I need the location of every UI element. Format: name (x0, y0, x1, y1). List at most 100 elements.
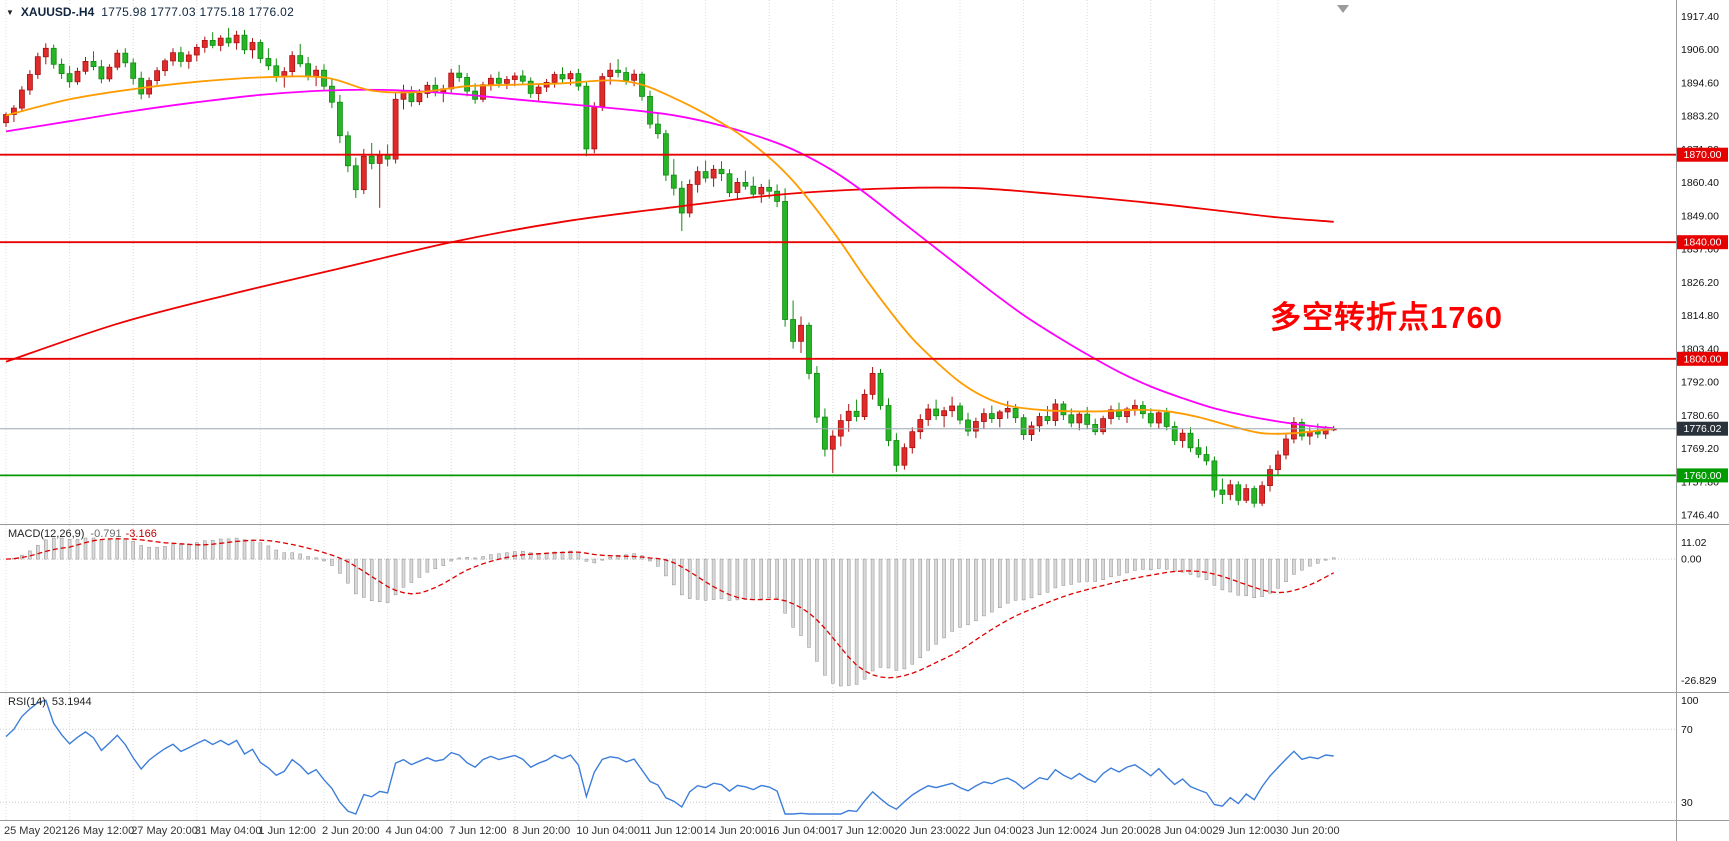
candle[interactable] (957, 402, 963, 425)
candle[interactable] (257, 39, 264, 63)
candle[interactable] (742, 170, 749, 190)
candle[interactable] (607, 62, 614, 85)
candle[interactable] (559, 67, 566, 84)
candle[interactable] (599, 73, 606, 111)
candle[interactable] (1299, 418, 1305, 441)
candle[interactable] (869, 367, 876, 400)
candle[interactable] (408, 86, 415, 107)
candle[interactable] (1147, 408, 1154, 428)
candle[interactable] (90, 51, 97, 71)
candle[interactable] (845, 404, 852, 432)
candle[interactable] (1227, 479, 1234, 501)
candle[interactable] (138, 71, 145, 100)
candle[interactable] (209, 32, 216, 49)
candle[interactable] (933, 399, 939, 420)
candle[interactable] (368, 143, 375, 170)
candle[interactable] (18, 86, 25, 111)
candle[interactable] (686, 179, 693, 218)
candle[interactable] (710, 164, 717, 187)
candle[interactable] (201, 36, 208, 53)
candle[interactable] (965, 412, 971, 437)
candle[interactable] (1259, 481, 1265, 507)
candle[interactable] (26, 70, 33, 95)
candle[interactable] (758, 183, 765, 203)
candle[interactable] (1100, 415, 1106, 435)
price-axis[interactable]: 1917.401906.001894.601883.201871.801860.… (1677, 11, 1728, 522)
candle[interactable] (861, 389, 868, 420)
candle[interactable] (1084, 406, 1091, 429)
candle[interactable] (1076, 411, 1083, 431)
candle[interactable] (352, 157, 359, 198)
candle[interactable] (432, 77, 439, 97)
candle[interactable] (1251, 485, 1258, 508)
candle[interactable] (877, 369, 884, 410)
candle[interactable] (893, 433, 900, 472)
candle[interactable] (177, 46, 184, 68)
candle[interactable] (360, 148, 367, 195)
candle[interactable] (806, 322, 812, 380)
candle[interactable] (1171, 421, 1178, 445)
candle[interactable] (655, 113, 661, 139)
candle[interactable] (344, 131, 351, 173)
candle[interactable] (1052, 399, 1059, 426)
candle[interactable] (464, 73, 471, 97)
candle[interactable] (949, 396, 955, 418)
candle[interactable] (1219, 478, 1226, 504)
candle[interactable] (392, 92, 399, 164)
candle[interactable] (591, 102, 598, 154)
candle[interactable] (726, 169, 733, 197)
candle[interactable] (647, 90, 653, 129)
candle[interactable] (814, 366, 820, 423)
candle[interactable] (535, 83, 542, 103)
candle[interactable] (1187, 427, 1194, 453)
candle[interactable] (1092, 418, 1099, 436)
candle[interactable] (901, 443, 908, 470)
candle[interactable] (551, 71, 558, 88)
candle[interactable] (400, 84, 407, 110)
candle[interactable] (1044, 406, 1051, 425)
candle[interactable] (973, 417, 979, 439)
candle[interactable] (265, 48, 272, 71)
candle[interactable] (376, 150, 383, 208)
candle[interactable] (822, 408, 828, 457)
candle[interactable] (790, 300, 796, 349)
candle[interactable] (185, 51, 192, 69)
candle[interactable] (1020, 414, 1027, 440)
candle[interactable] (122, 48, 129, 68)
candle[interactable] (798, 316, 804, 354)
candle[interactable] (249, 38, 256, 59)
candle[interactable] (1211, 456, 1218, 498)
candle[interactable] (130, 58, 137, 85)
candle[interactable] (1155, 409, 1162, 429)
candle[interactable] (50, 44, 57, 69)
candle[interactable] (297, 43, 304, 68)
candle[interactable] (925, 404, 932, 426)
candle[interactable] (1275, 450, 1281, 476)
candle[interactable] (424, 81, 431, 98)
candle[interactable] (837, 414, 844, 447)
candle[interactable] (233, 30, 240, 50)
candle[interactable] (885, 398, 892, 447)
candle[interactable] (328, 78, 335, 109)
candle[interactable] (1195, 439, 1202, 458)
candle[interactable] (1283, 434, 1289, 460)
candle[interactable] (487, 74, 494, 91)
candle[interactable] (543, 78, 550, 92)
candlestick-series[interactable] (3, 27, 1337, 508)
candle[interactable] (750, 176, 757, 199)
candle[interactable] (639, 71, 645, 101)
candle[interactable] (527, 77, 534, 98)
candle[interactable] (58, 58, 65, 79)
candle[interactable] (702, 160, 709, 183)
candle[interactable] (217, 35, 224, 52)
candle[interactable] (575, 68, 582, 91)
candle[interactable] (154, 67, 161, 85)
candle[interactable] (162, 58, 168, 77)
candle[interactable] (519, 70, 526, 85)
candle[interactable] (336, 94, 343, 143)
candle[interactable] (1108, 405, 1114, 425)
candle[interactable] (981, 408, 987, 429)
candle[interactable] (694, 166, 701, 193)
